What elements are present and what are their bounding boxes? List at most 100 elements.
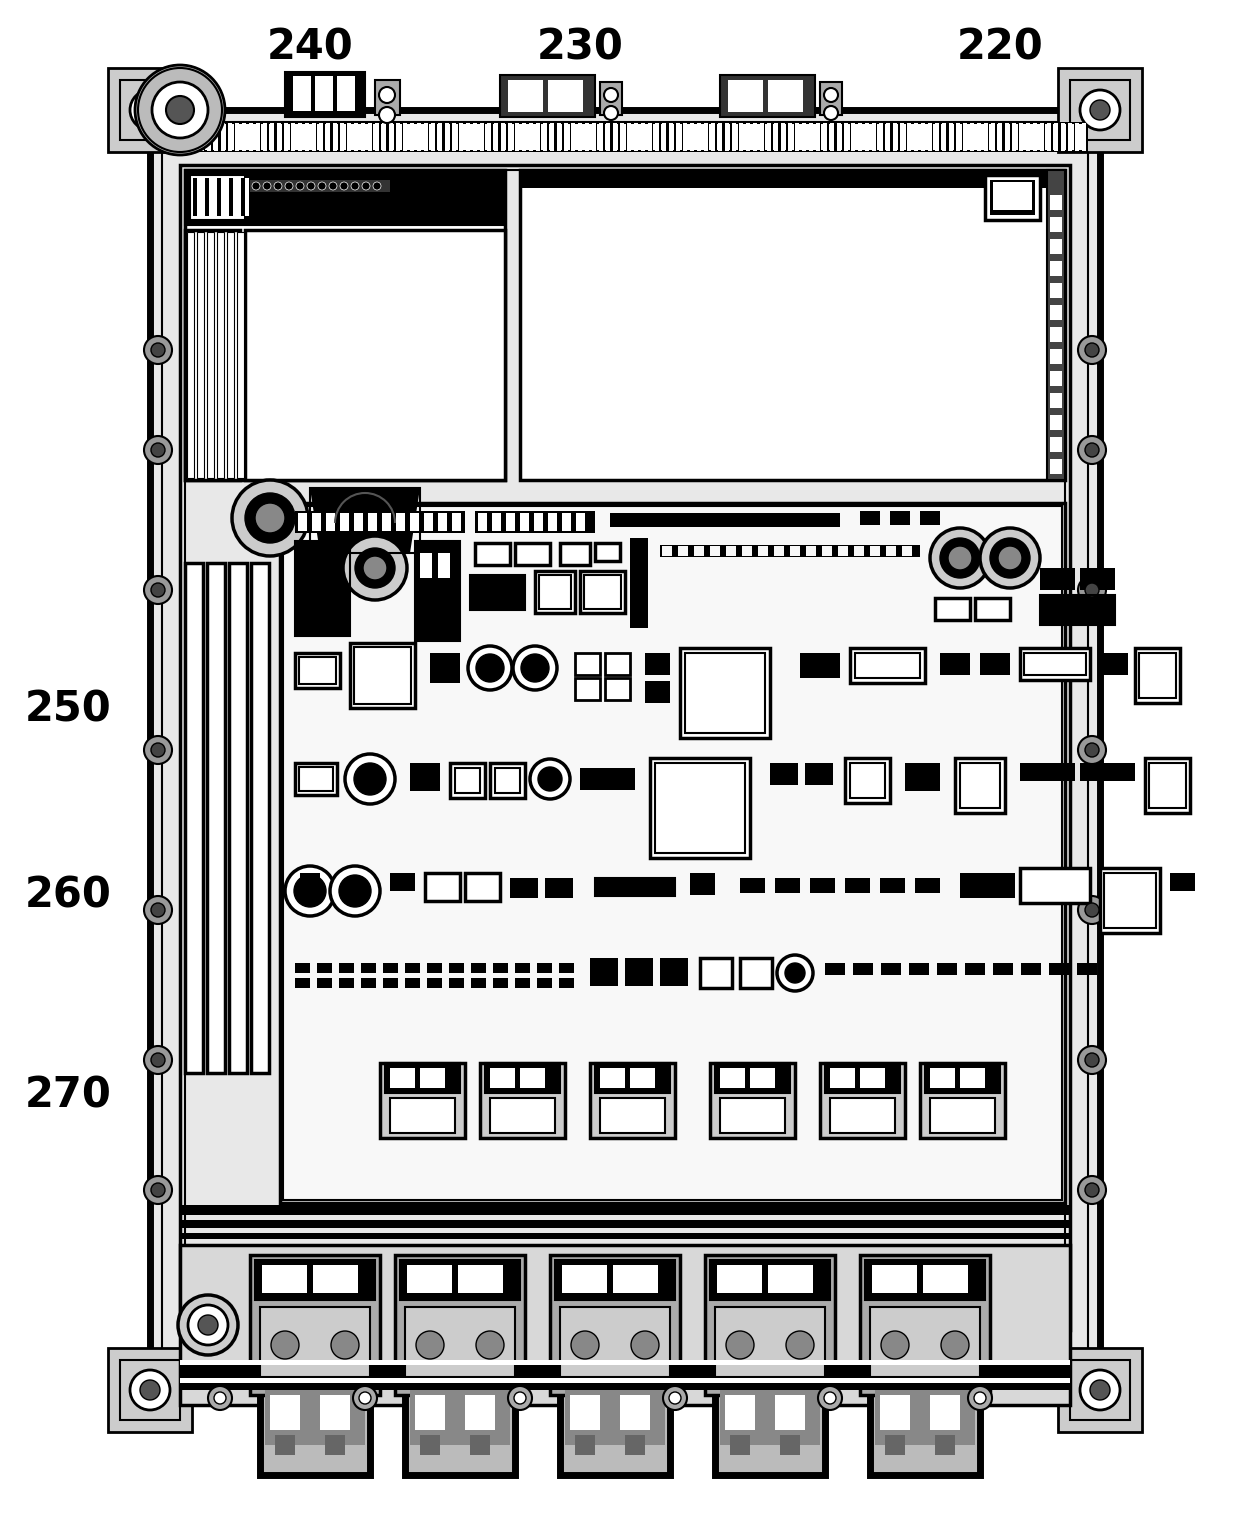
Bar: [613, 123, 618, 151]
Bar: [1054, 123, 1058, 151]
Bar: [537, 978, 552, 987]
Bar: [215, 123, 218, 151]
Bar: [1050, 305, 1061, 320]
Bar: [429, 125, 434, 151]
Bar: [930, 1395, 960, 1430]
Bar: [960, 763, 999, 807]
Bar: [1045, 125, 1050, 151]
Bar: [445, 123, 449, 151]
Bar: [849, 763, 885, 798]
Bar: [765, 125, 770, 151]
Bar: [565, 125, 568, 151]
Bar: [174, 125, 179, 151]
Bar: [200, 123, 205, 151]
Bar: [458, 1264, 503, 1293]
Bar: [1013, 125, 1018, 151]
Bar: [179, 123, 184, 151]
Bar: [653, 125, 658, 151]
Bar: [937, 963, 957, 975]
Circle shape: [1085, 583, 1099, 597]
Bar: [353, 123, 358, 151]
Bar: [1061, 125, 1064, 151]
Bar: [295, 654, 340, 687]
Bar: [150, 111, 1100, 1390]
Bar: [237, 125, 242, 151]
Bar: [405, 1307, 515, 1377]
Circle shape: [1085, 903, 1099, 917]
Bar: [436, 125, 441, 151]
Bar: [1004, 125, 1011, 151]
Circle shape: [1085, 343, 1099, 357]
Bar: [1061, 123, 1065, 151]
Bar: [193, 178, 201, 215]
Bar: [861, 1067, 885, 1087]
Bar: [765, 125, 768, 151]
Bar: [1080, 568, 1115, 591]
Bar: [494, 125, 498, 151]
Bar: [285, 125, 290, 151]
Circle shape: [215, 1392, 226, 1404]
Bar: [340, 123, 343, 151]
Bar: [570, 1395, 600, 1430]
Bar: [469, 125, 474, 151]
Bar: [589, 125, 591, 151]
Bar: [253, 125, 258, 151]
Bar: [957, 125, 960, 151]
Bar: [1013, 125, 1016, 151]
Bar: [715, 1307, 825, 1377]
Bar: [557, 123, 560, 151]
Bar: [413, 125, 418, 151]
Bar: [645, 125, 649, 151]
Bar: [985, 123, 988, 151]
Bar: [789, 125, 792, 151]
Circle shape: [151, 583, 165, 597]
Bar: [533, 125, 536, 151]
Bar: [1029, 125, 1034, 151]
Bar: [781, 125, 786, 151]
Bar: [185, 171, 505, 225]
Bar: [872, 123, 875, 151]
Bar: [546, 878, 573, 898]
Bar: [825, 1063, 900, 1094]
Bar: [595, 1063, 670, 1094]
Circle shape: [515, 1392, 526, 1404]
Bar: [295, 978, 310, 987]
Bar: [1050, 415, 1061, 431]
Bar: [365, 125, 370, 151]
Bar: [909, 125, 911, 151]
Bar: [645, 681, 670, 703]
Bar: [490, 1098, 556, 1134]
Bar: [233, 178, 237, 215]
Bar: [990, 125, 992, 151]
Circle shape: [508, 1386, 532, 1410]
Bar: [562, 514, 570, 531]
Bar: [1104, 874, 1156, 927]
Bar: [389, 125, 394, 151]
Bar: [906, 123, 911, 151]
Circle shape: [467, 646, 512, 691]
Bar: [229, 125, 234, 151]
Bar: [997, 125, 1002, 151]
Circle shape: [604, 106, 618, 120]
Bar: [720, 1098, 785, 1134]
Bar: [877, 125, 882, 151]
Bar: [625, 1435, 645, 1455]
Circle shape: [130, 91, 170, 131]
Bar: [320, 1395, 350, 1430]
Bar: [949, 125, 952, 151]
Bar: [477, 125, 482, 151]
Bar: [749, 125, 751, 151]
Bar: [830, 1067, 856, 1087]
Bar: [217, 178, 224, 215]
Bar: [357, 125, 362, 151]
Bar: [401, 1260, 520, 1300]
Bar: [391, 1067, 415, 1087]
Bar: [869, 125, 872, 151]
Bar: [851, 123, 856, 151]
Bar: [742, 125, 746, 151]
Bar: [887, 123, 890, 151]
Bar: [595, 878, 675, 897]
Bar: [1040, 568, 1075, 591]
Bar: [469, 125, 474, 151]
Circle shape: [362, 181, 370, 191]
